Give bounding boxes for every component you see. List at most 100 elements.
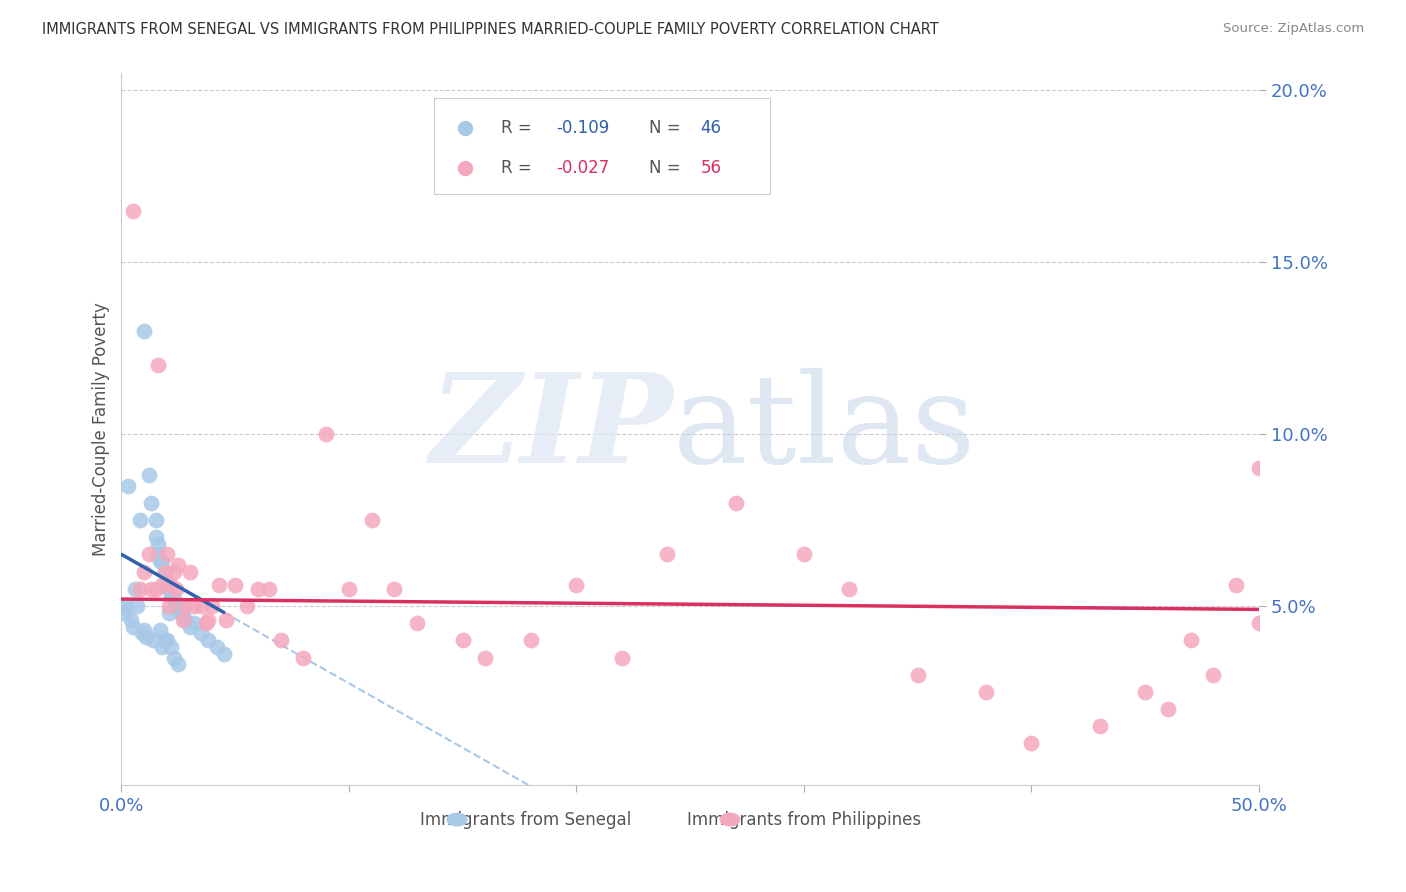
Point bbox=[1247, 461, 1270, 475]
Point bbox=[197, 613, 219, 627]
Point bbox=[384, 582, 406, 596]
Point bbox=[156, 633, 179, 648]
Point bbox=[474, 650, 496, 665]
Point bbox=[135, 630, 157, 644]
Point bbox=[150, 640, 173, 655]
Point bbox=[128, 513, 150, 527]
Point bbox=[194, 616, 217, 631]
Text: N =: N = bbox=[650, 120, 686, 137]
Point bbox=[139, 582, 162, 596]
Point bbox=[121, 203, 143, 218]
Point bbox=[156, 574, 179, 589]
Y-axis label: Married-Couple Family Poverty: Married-Couple Family Poverty bbox=[93, 302, 110, 556]
Point bbox=[145, 530, 167, 544]
Point bbox=[150, 578, 173, 592]
Point bbox=[974, 685, 997, 699]
Point bbox=[224, 578, 246, 592]
Point bbox=[139, 496, 162, 510]
Point bbox=[174, 599, 197, 613]
Point bbox=[146, 358, 169, 372]
Point bbox=[337, 582, 360, 596]
Point bbox=[610, 650, 633, 665]
Point bbox=[165, 582, 187, 596]
Point bbox=[145, 582, 167, 596]
Point bbox=[201, 599, 224, 613]
Point bbox=[167, 558, 190, 572]
Point bbox=[145, 513, 167, 527]
Point bbox=[150, 554, 173, 568]
Point bbox=[153, 565, 176, 579]
Point bbox=[1088, 719, 1111, 733]
Point bbox=[142, 633, 165, 648]
Text: N =: N = bbox=[650, 159, 686, 178]
Point bbox=[172, 613, 194, 627]
Point bbox=[215, 613, 238, 627]
Point bbox=[146, 547, 169, 561]
Point bbox=[157, 582, 180, 596]
Text: Immigrants from Philippines: Immigrants from Philippines bbox=[688, 811, 921, 829]
Point bbox=[520, 633, 543, 648]
Point bbox=[138, 468, 160, 483]
Point bbox=[1133, 685, 1156, 699]
Point bbox=[163, 565, 186, 579]
Point bbox=[128, 582, 150, 596]
Point bbox=[153, 633, 176, 648]
Text: Source: ZipAtlas.com: Source: ZipAtlas.com bbox=[1223, 22, 1364, 36]
Point bbox=[292, 650, 315, 665]
Text: IMMIGRANTS FROM SENEGAL VS IMMIGRANTS FROM PHILIPPINES MARRIED-COUPLE FAMILY POV: IMMIGRANTS FROM SENEGAL VS IMMIGRANTS FR… bbox=[42, 22, 939, 37]
Point bbox=[167, 657, 190, 672]
Point bbox=[235, 599, 257, 613]
Point bbox=[131, 626, 153, 640]
Point bbox=[793, 547, 815, 561]
Point bbox=[190, 626, 212, 640]
Point bbox=[169, 606, 191, 620]
Point bbox=[172, 609, 194, 624]
Point bbox=[360, 513, 382, 527]
Point bbox=[838, 582, 860, 596]
Point bbox=[138, 547, 160, 561]
Point bbox=[183, 616, 205, 631]
Point bbox=[1225, 578, 1247, 592]
Point bbox=[160, 578, 183, 592]
Point bbox=[197, 633, 219, 648]
Point bbox=[657, 547, 679, 561]
Point bbox=[724, 496, 747, 510]
Point bbox=[212, 647, 235, 661]
Text: Immigrants from Senegal: Immigrants from Senegal bbox=[419, 811, 631, 829]
Point bbox=[565, 578, 588, 592]
Point bbox=[120, 613, 142, 627]
Point bbox=[115, 599, 138, 613]
Point bbox=[167, 599, 190, 613]
Point bbox=[112, 599, 135, 613]
Point bbox=[112, 606, 135, 620]
Text: R =: R = bbox=[502, 159, 537, 178]
Point bbox=[205, 640, 228, 655]
Point bbox=[146, 537, 169, 551]
Point bbox=[1202, 667, 1225, 681]
Text: R =: R = bbox=[502, 120, 537, 137]
Point bbox=[156, 547, 179, 561]
Point bbox=[1247, 616, 1270, 631]
Point bbox=[121, 619, 143, 633]
Point bbox=[1180, 633, 1202, 648]
Point bbox=[270, 633, 292, 648]
Text: -0.027: -0.027 bbox=[555, 159, 609, 178]
Point bbox=[134, 623, 156, 637]
Text: 56: 56 bbox=[700, 159, 721, 178]
Point bbox=[163, 650, 186, 665]
FancyBboxPatch shape bbox=[434, 98, 770, 194]
Point bbox=[259, 582, 281, 596]
Point bbox=[451, 633, 474, 648]
Point bbox=[157, 606, 180, 620]
Point bbox=[127, 599, 149, 613]
Point bbox=[406, 616, 429, 631]
Point bbox=[179, 619, 201, 633]
Point bbox=[163, 592, 186, 607]
Point bbox=[1157, 702, 1180, 716]
Point bbox=[149, 623, 172, 637]
Point bbox=[1021, 737, 1043, 751]
Text: -0.109: -0.109 bbox=[555, 120, 609, 137]
Point bbox=[165, 599, 187, 613]
Point bbox=[160, 589, 183, 603]
Text: atlas: atlas bbox=[673, 368, 977, 490]
